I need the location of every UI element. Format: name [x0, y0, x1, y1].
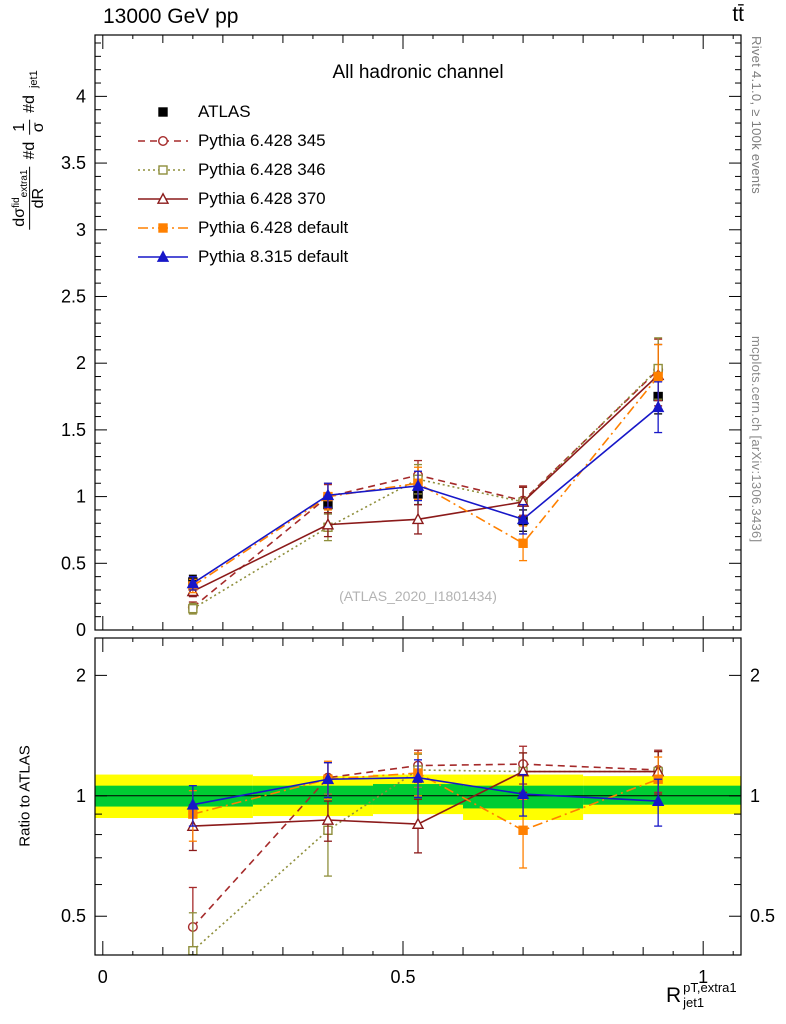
beam-energy-label: 13000 GeV pp: [103, 5, 239, 28]
dsigma-term: dσ: [11, 207, 29, 227]
x-label-subscript: jet1: [683, 994, 705, 1010]
svg-text:0: 0: [76, 620, 86, 640]
pythia6-370-marker-icon: [138, 192, 188, 204]
svg-text:2.5: 2.5: [61, 286, 86, 306]
svg-text:1: 1: [76, 487, 86, 507]
dr-term: dR: [30, 187, 48, 209]
rivet-version-note: Rivet 4.1.0, ≥ 100k events: [749, 36, 764, 195]
jet1-subscript: jet1: [28, 70, 40, 89]
tex-artifact: #d: [21, 141, 38, 160]
x-label-scripts: pT,extra1 jet1: [683, 980, 737, 1011]
legend-item-pythia6-345: Pythia 6.428 345: [137, 131, 348, 150]
plot-title: All hadronic channel: [332, 62, 504, 83]
mcplots-arxiv-note: mcplots.cern.ch [arXiv:1306.3436]: [749, 336, 764, 543]
dsigma-dr-fraction: dσ fid extra1 dR: [11, 166, 49, 230]
svg-text:0.5: 0.5: [61, 553, 86, 573]
x-label-base: R: [666, 983, 682, 1007]
legend-item-pythia6-370: Pythia 6.428 370: [137, 189, 348, 208]
legend-label: Pythia 6.428 default: [198, 218, 349, 237]
analysis-watermark: (ATLAS_2020_I1801434): [339, 588, 497, 604]
legend-label: ATLAS: [198, 102, 251, 121]
tex-artifact: #d: [21, 95, 38, 113]
sigma-term: σ: [30, 122, 48, 133]
svg-text:2: 2: [76, 665, 86, 685]
svg-text:3.5: 3.5: [61, 153, 86, 173]
svg-text:1: 1: [698, 967, 708, 987]
svg-text:0.5: 0.5: [61, 906, 86, 926]
x-axis-label: R pT,extra1 jet1: [666, 980, 737, 1011]
svg-text:1: 1: [76, 786, 86, 806]
pythia6-346-marker-icon: [138, 165, 188, 175]
legend-label: Pythia 6.428 370: [198, 189, 326, 208]
svg-text:3: 3: [76, 220, 86, 240]
ratio-y-axis-label: Ratio to ATLAS: [16, 745, 34, 847]
legend-label: Pythia 6.428 346: [198, 160, 326, 179]
svg-text:1.5: 1.5: [61, 420, 86, 440]
legend-label: Pythia 8.315 default: [198, 247, 349, 266]
pythia6-345-marker-icon: [138, 135, 188, 147]
legend-item-atlas: ATLAS: [137, 102, 348, 121]
svg-text:1: 1: [750, 786, 760, 806]
svg-text:0.5: 0.5: [750, 906, 775, 926]
process-label: tt̄: [732, 3, 744, 26]
numerator-one: 1: [11, 119, 31, 135]
fid-superscript: fid: [11, 197, 23, 208]
svg-text:2: 2: [750, 665, 760, 685]
svg-text:0: 0: [98, 967, 108, 987]
legend-item-pythia8-default: Pythia 8.315 default: [137, 247, 349, 266]
pythia8-default-marker-icon: [138, 250, 188, 262]
legend-item-pythia6-346: Pythia 6.428 346: [137, 160, 348, 179]
legend-label: Pythia 6.428 345: [198, 131, 326, 150]
pythia6-default-marker-icon: [138, 223, 188, 233]
one-over-sigma-fraction: 1 σ: [11, 119, 49, 135]
svg-text:2: 2: [76, 353, 86, 373]
svg-text:4: 4: [76, 86, 86, 106]
svg-text:0.5: 0.5: [390, 967, 415, 987]
x-label-superscript: pT,extra1: [683, 980, 737, 995]
atlas-marker-icon: [158, 107, 168, 117]
main-y-axis-label: dσ fid extra1 dR #d 1 σ #d jet1: [11, 70, 49, 230]
extra1-subscript: extra1: [19, 169, 31, 198]
legend-item-pythia6-default: Pythia 6.428 default: [137, 218, 349, 237]
legend: ATLAS Pythia 6.428 345 Pythia 6.428 346 …: [137, 102, 349, 266]
